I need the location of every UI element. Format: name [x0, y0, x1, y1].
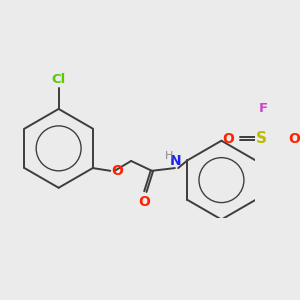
- Text: O: O: [138, 195, 150, 209]
- Text: O: O: [222, 131, 234, 146]
- Text: F: F: [259, 102, 268, 115]
- Text: N: N: [169, 154, 181, 167]
- Text: S: S: [256, 131, 267, 146]
- Text: Cl: Cl: [52, 73, 66, 86]
- Text: O: O: [288, 131, 300, 146]
- Text: O: O: [111, 164, 123, 178]
- Text: H: H: [165, 152, 173, 161]
